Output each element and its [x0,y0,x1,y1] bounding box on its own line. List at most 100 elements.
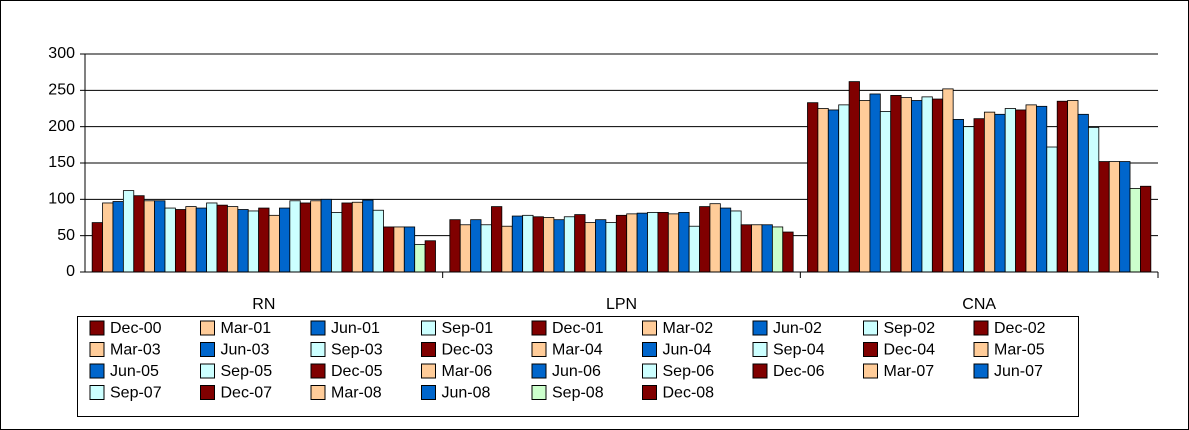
legend-label: Jun-04 [663,342,712,359]
bar [1046,146,1058,273]
legend-swatch [89,385,105,400]
bar [511,215,524,273]
bar [667,213,680,273]
bar [553,219,565,273]
bar [807,102,819,273]
legend-swatch [200,342,215,357]
bar [584,222,596,273]
bar [1108,161,1121,273]
legend-swatch [200,320,215,336]
bar [1067,100,1079,273]
legend-swatch [752,320,768,336]
bar [719,207,732,273]
bar [626,213,638,273]
legend-label: Dec-08 [663,385,715,402]
legend-label: Mar-08 [331,385,382,402]
y-tick-label: 0 [66,263,75,280]
legend-label: Dec-01 [552,320,604,337]
bar [688,225,700,273]
bar [532,216,544,273]
bar [678,212,690,273]
bar [289,200,301,273]
bar [1077,113,1089,273]
bar [268,214,280,273]
legend-swatch [973,363,989,379]
legend-label: Sep-02 [884,320,936,337]
y-tick-label: 50 [57,227,75,244]
bar [942,88,954,273]
legend-swatch [752,363,768,379]
bar [424,240,436,273]
legend-label: Jun-01 [331,320,380,337]
bar [383,226,395,273]
legend-label: Mar-06 [442,363,493,380]
bar [480,224,492,273]
legend-swatch [200,363,215,379]
bar [247,210,260,273]
legend-box [77,316,1079,417]
legend-swatch [310,385,326,400]
bar [605,222,617,273]
bar [372,209,384,273]
bar [657,212,669,273]
bar [174,209,187,273]
legend-swatch [89,320,105,336]
legend-label: Dec-04 [884,342,936,359]
legend-label: Dec-00 [110,320,162,337]
bar [1004,108,1016,273]
legend-swatch [863,342,878,357]
y-tick-label: 200 [48,118,75,135]
bar [574,214,586,273]
bar [331,212,343,273]
y-tick-label: 150 [48,154,75,171]
bar [237,209,249,273]
bar [501,225,513,273]
bar [164,207,176,273]
bar [102,202,114,273]
bar [817,108,829,273]
legend-swatch [89,342,105,357]
bar [563,216,576,273]
bar [595,219,607,273]
bar [216,204,228,273]
bar [973,118,985,273]
bar [827,109,840,273]
bar [1056,100,1069,273]
bar [459,224,472,273]
bar [133,195,145,273]
legend-swatch [531,363,547,379]
bar [154,200,166,273]
legend-label: Mar-04 [552,342,603,359]
legend-label: Jun-02 [773,320,822,337]
bar [771,226,784,273]
legend-swatch [642,385,657,400]
bar [1025,104,1037,273]
bar [1119,161,1131,273]
bar [279,207,291,273]
legend-swatch [642,363,657,379]
bar [470,219,482,273]
bar [522,214,534,273]
x-tick-label: LPN [606,296,637,313]
bar [1015,109,1027,273]
legend-swatch [973,342,989,357]
legend-label: Jun-08 [442,385,491,402]
legend-label: Sep-03 [331,342,383,359]
legend-label: Sep-08 [552,385,604,402]
legend-swatch [421,342,436,357]
legend-swatch [421,363,436,379]
bar [393,226,405,273]
bar [730,210,742,273]
bar [636,212,648,273]
legend-swatch [752,342,768,357]
legend-swatch [310,363,326,379]
bar [751,224,763,273]
legend-swatch [531,320,547,336]
bar [952,119,964,273]
legend-label: Jun-06 [552,363,601,380]
bar [299,202,312,273]
bar [900,97,912,273]
bar [1129,188,1141,273]
bar [615,214,628,273]
